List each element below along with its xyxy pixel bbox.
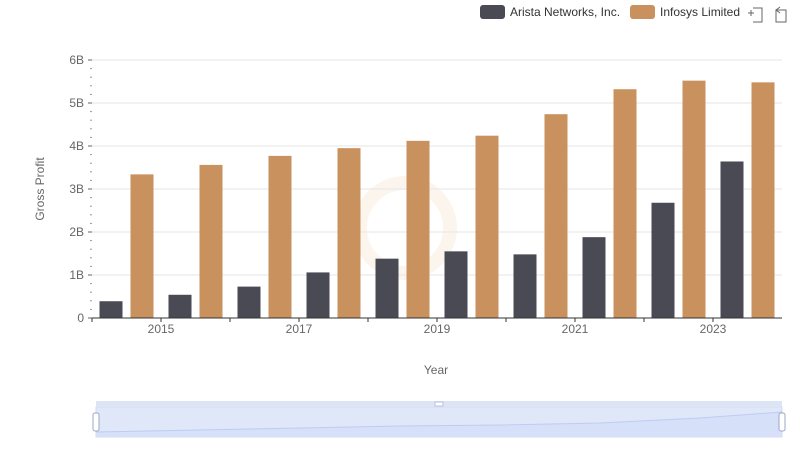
bar-infosys-2021[interactable]: [613, 89, 637, 319]
bar-arista-2015[interactable]: [168, 294, 192, 318]
bar-infosys-2019[interactable]: [475, 135, 499, 318]
slider-selection[interactable]: [96, 407, 782, 437]
x-axis-ticks: 2015 2017 2019 2021 2023: [91, 318, 727, 336]
bar-arista-2022[interactable]: [651, 202, 675, 318]
bar-infosys-2023[interactable]: [751, 82, 775, 318]
data-zoom-slider[interactable]: [92, 401, 786, 438]
bars: [99, 80, 775, 319]
bar-arista-2017[interactable]: [306, 272, 330, 318]
x-axis-title: Year: [424, 363, 448, 377]
bar-arista-2020[interactable]: [513, 254, 537, 318]
slider-handle-right[interactable]: [778, 412, 786, 432]
y-tick-label: 1B: [69, 268, 84, 282]
bar-arista-2014[interactable]: [99, 301, 123, 318]
bar-infosys-2022[interactable]: [682, 80, 706, 318]
watermark-logo: [353, 176, 457, 280]
y-tick-label: 0: [77, 311, 84, 325]
x-tick-label: 2021: [562, 322, 589, 336]
grid: [92, 59, 782, 276]
legend-label[interactable]: Infosys Limited: [660, 5, 740, 19]
y-axis-ticks: 0 1B 2B 3B 4B 5B 6B: [69, 53, 92, 325]
bar-infosys-2015[interactable]: [199, 164, 223, 318]
x-tick-label: 2019: [424, 322, 451, 336]
bar-infosys-2020[interactable]: [544, 114, 568, 319]
x-tick-label: 2023: [700, 322, 727, 336]
bar-arista-2018[interactable]: [375, 258, 399, 318]
y-tick-label: 5B: [69, 96, 84, 110]
bar-infosys-2017[interactable]: [337, 148, 361, 318]
bar-arista-2021[interactable]: [582, 237, 606, 318]
bar-infosys-2014[interactable]: [130, 174, 154, 318]
y-axis-title: Gross Profit: [33, 157, 47, 221]
y-tick-label: 4B: [69, 139, 84, 153]
bar-arista-2019[interactable]: [444, 251, 468, 318]
bar-infosys-2016[interactable]: [268, 155, 292, 318]
bar-arista-2016[interactable]: [237, 286, 261, 318]
legend: Arista Networks, Inc. Infosys Limited: [480, 5, 740, 19]
zoom-icon[interactable]: [748, 7, 763, 23]
x-tick-label: 2017: [286, 322, 313, 336]
bar-arista-2023[interactable]: [720, 161, 744, 318]
x-tick-label: 2015: [148, 322, 175, 336]
legend-label[interactable]: Arista Networks, Inc.: [510, 5, 620, 19]
legend-swatch[interactable]: [480, 5, 505, 19]
slider-top-grip[interactable]: [434, 401, 444, 407]
slider-handle-left[interactable]: [92, 412, 100, 432]
y-tick-label: 3B: [69, 182, 84, 196]
bar-infosys-2018[interactable]: [406, 140, 430, 318]
y-tick-label: 2B: [69, 225, 84, 239]
restore-icon[interactable]: [775, 6, 787, 23]
y-tick-label: 6B: [69, 53, 84, 67]
legend-swatch[interactable]: [630, 5, 655, 19]
